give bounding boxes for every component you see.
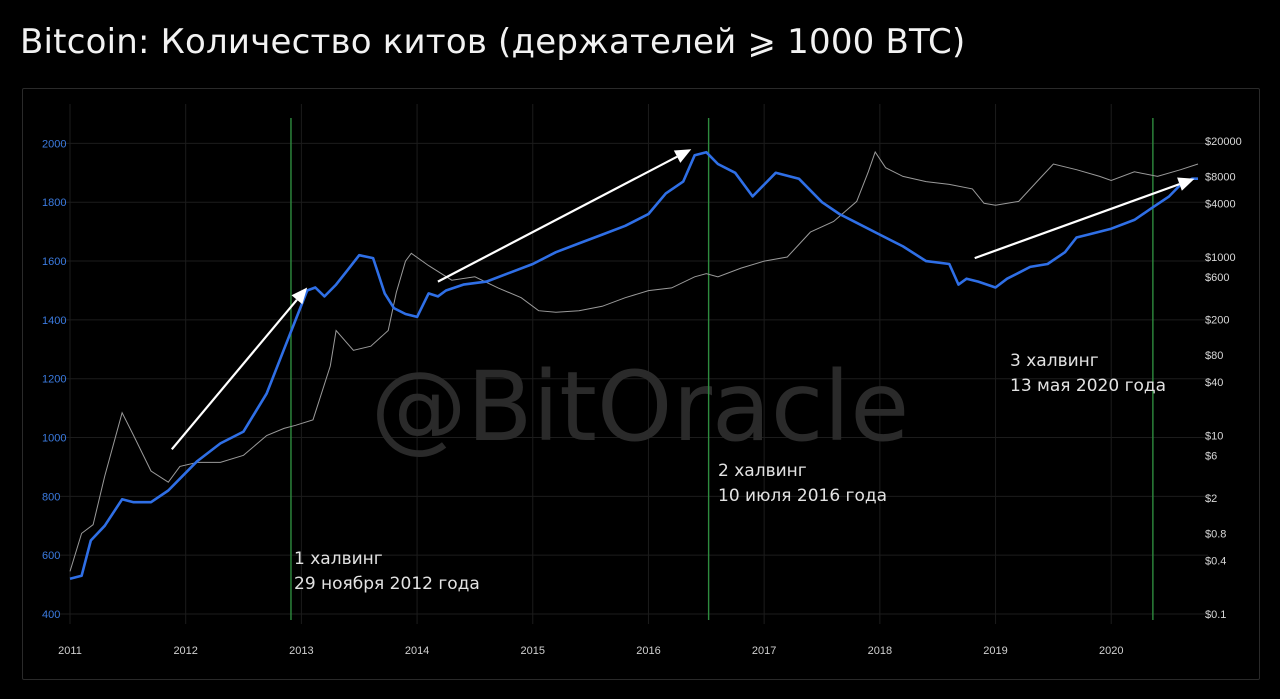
whales-line xyxy=(69,150,1198,580)
y-right-tick-label: $20000 xyxy=(1205,136,1242,148)
trend-arrow-head xyxy=(673,149,692,163)
y-left-tick-label: 800 xyxy=(42,491,60,503)
grid-layer xyxy=(60,104,1208,624)
y-left-tick-label: 2000 xyxy=(42,138,66,150)
x-tick-label: 2012 xyxy=(173,645,197,657)
x-tick-label: 2018 xyxy=(868,645,892,657)
trend-arrow-shaft xyxy=(974,183,1180,260)
trend-arrow xyxy=(170,287,308,451)
y-right-tick-label: $40 xyxy=(1205,377,1223,389)
halving-label-number: 1 халвинг xyxy=(294,549,383,569)
x-tick-label: 2020 xyxy=(1099,645,1123,657)
x-tick-label: 2017 xyxy=(752,645,776,657)
trend-arrow-shaft xyxy=(170,299,298,451)
price-line xyxy=(69,150,1199,572)
y-right-tick-label: $0.4 xyxy=(1205,555,1226,567)
y-right-tick-label: $200 xyxy=(1205,314,1229,326)
y-left-tick-label: 1000 xyxy=(42,433,66,445)
chart-panel xyxy=(22,88,1260,680)
watermark: @BitOracle xyxy=(371,351,910,463)
x-tick-label: 2011 xyxy=(58,645,82,657)
arrow-layer xyxy=(170,149,1195,451)
trend-arrow xyxy=(974,177,1195,260)
y-right-tick-label: $0.8 xyxy=(1205,528,1226,540)
x-tick-label: 2014 xyxy=(405,645,429,657)
x-tick-label: 2013 xyxy=(289,645,313,657)
x-tick-label: 2016 xyxy=(636,645,660,657)
trend-arrow xyxy=(437,149,692,283)
y-right-tick-label: $80 xyxy=(1205,350,1223,362)
y-right-tick-label: $8000 xyxy=(1205,171,1236,183)
x-tick-label: 2019 xyxy=(983,645,1007,657)
halving-label-date: 10 июля 2016 года xyxy=(718,486,887,506)
halving-label-date: 13 мая 2020 года xyxy=(1010,376,1166,396)
halving-label-number: 3 халвинг xyxy=(1010,351,1099,371)
y-right-tick-label: $600 xyxy=(1205,272,1229,284)
y-right-axis-ticks: $0.1 $0.4 $0.8 $2 $6 $10 $40 $80 $200 $600 $1000 $4… xyxy=(1205,136,1242,621)
y-right-tick-label: $1000 xyxy=(1205,252,1236,264)
y-left-tick-label: 1400 xyxy=(42,315,66,327)
trend-arrow-head xyxy=(1177,177,1195,191)
page-title: Bitcoin: Количество китов (держателей ⩾ … xyxy=(20,22,966,62)
trend-arrow-head xyxy=(291,287,308,305)
halving-label-number: 2 халвинг xyxy=(718,461,807,481)
x-axis-ticks: 2011 2012 2013 2014 2015 2016 2017 2018 2019 2020 xyxy=(58,645,1123,657)
trend-arrow-shaft xyxy=(437,155,678,283)
y-left-tick-label: 400 xyxy=(42,609,60,621)
y-left-tick-label: 1800 xyxy=(42,197,66,209)
y-right-tick-label: $4000 xyxy=(1205,198,1236,210)
y-left-tick-label: 600 xyxy=(42,550,60,562)
y-right-tick-label: $0.1 xyxy=(1205,609,1226,621)
y-left-tick-label: 1600 xyxy=(42,256,66,268)
y-right-tick-label: $10 xyxy=(1205,430,1223,442)
y-left-tick-label: 1200 xyxy=(42,374,66,386)
y-right-tick-label: $6 xyxy=(1205,450,1217,462)
halving-layer: 1 халвинг 29 ноября 2012 года 2 халвинг 10 … xyxy=(290,118,1166,620)
x-tick-label: 2015 xyxy=(521,645,545,657)
halving-label-date: 29 ноября 2012 года xyxy=(294,574,480,594)
y-left-axis-ticks: 400 600 800 1000 1200 1400 1600 1800 2000 xyxy=(42,138,66,621)
y-right-tick-label: $2 xyxy=(1205,493,1217,505)
